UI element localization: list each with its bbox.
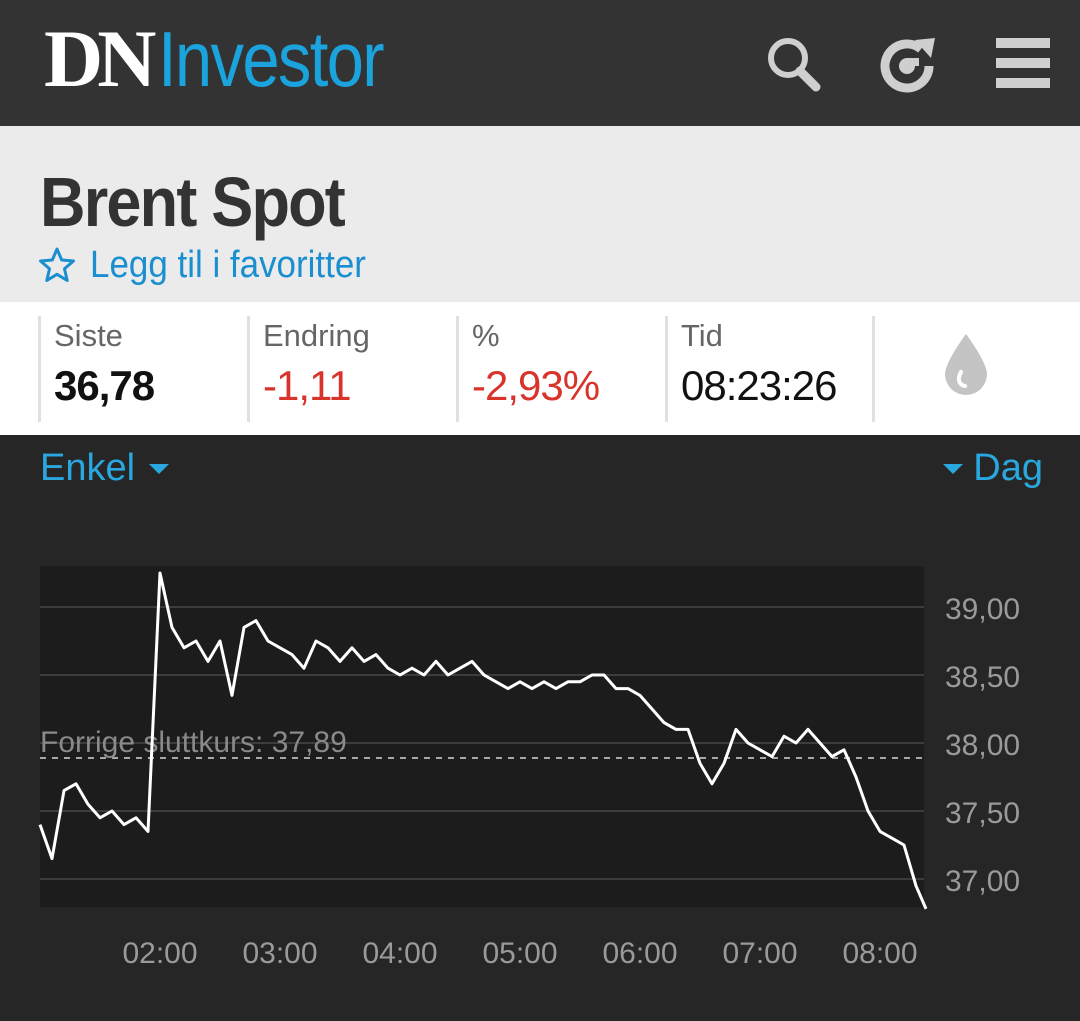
add-favorite-button[interactable]: Legg til i favoritter (38, 240, 390, 290)
dn-investor-logo[interactable]: DN Investor (44, 14, 420, 104)
period-dropdown[interactable]: Dag (943, 447, 1043, 490)
add-favorite-label: Legg til i favoritter (90, 243, 366, 286)
stat-last-value: 36,78 (54, 362, 155, 409)
stat-percent-value: -2,93% (472, 362, 600, 409)
page-title: Brent Spot (40, 163, 346, 241)
x-tick-label: 04:00 (362, 937, 437, 970)
y-tick-label: 37,50 (945, 797, 1020, 830)
stat-percent: % -2,93% (456, 316, 667, 422)
app-header: DN Investor (0, 0, 1080, 126)
star-icon (39, 247, 75, 282)
chart-type-label: Enkel (40, 447, 136, 489)
stat-change-label: Endring (263, 318, 370, 353)
y-tick-label: 38,50 (945, 661, 1020, 694)
oil-drop-icon (941, 332, 991, 398)
period-label: Dag (973, 447, 1043, 489)
menu-icon[interactable] (994, 30, 1054, 96)
y-tick-label: 39,00 (945, 593, 1020, 626)
chevron-down-icon (943, 463, 964, 474)
stat-time-value: 08:23:26 (681, 362, 837, 409)
y-tick-label: 37,00 (945, 865, 1020, 898)
stat-percent-label: % (472, 318, 500, 353)
x-tick-label: 06:00 (602, 937, 677, 970)
x-tick-label: 08:00 (842, 937, 917, 970)
stat-divider (872, 316, 875, 422)
stat-time-label: Tid (681, 318, 723, 353)
instrument-header: Brent Spot Legg til i favoritter (0, 126, 1080, 302)
quote-stats: Siste 36,78 Endring -1,11 % -2,93% Tid 0… (0, 302, 1080, 435)
price-chart[interactable]: 39,00 38,50 38,00 37,50 37,00 Forrige sluttku… (0, 435, 1080, 1021)
x-tick-label: 03:00 (242, 937, 317, 970)
chart-panel: Enkel Dag 39,00 38,50 38,00 37,50 37,00 Forri… (0, 435, 1080, 1021)
chart-type-dropdown[interactable]: Enkel (40, 447, 170, 490)
stat-change-value: -1,11 (263, 362, 352, 409)
previous-close-label: Forrige sluttkurs: 37,89 (40, 726, 347, 759)
x-tick-label: 02:00 (122, 937, 197, 970)
stat-last: Siste 36,78 (38, 316, 249, 422)
x-tick-label: 07:00 (722, 937, 797, 970)
y-tick-label: 38,00 (945, 729, 1020, 762)
x-tick-label: 05:00 (482, 937, 557, 970)
stat-last-label: Siste (54, 318, 123, 353)
chevron-down-icon (149, 463, 170, 474)
logo-investor-text: Investor (158, 15, 385, 103)
plot-background (40, 566, 924, 907)
stat-time: Tid 08:23:26 (665, 316, 876, 422)
logo-dn-text: DN (44, 13, 156, 104)
search-icon[interactable] (763, 30, 823, 96)
stat-change: Endring -1,11 (247, 316, 458, 422)
refresh-icon[interactable] (877, 30, 937, 96)
